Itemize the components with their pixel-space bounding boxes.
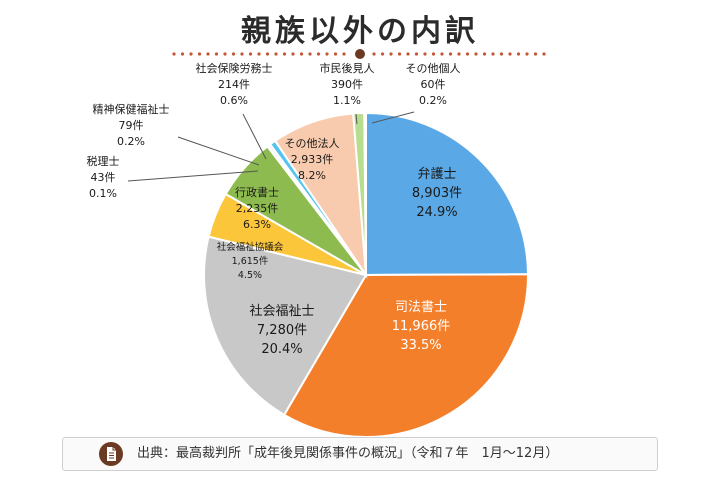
leader-line	[371, 111, 415, 124]
divider-dot	[325, 52, 329, 56]
slice-label: 社会福祉士 7,280件 20.4%	[249, 303, 314, 357]
divider-dot	[206, 52, 210, 56]
divider-dot	[197, 52, 202, 56]
divider-dot	[380, 52, 385, 56]
divider-dot	[525, 52, 529, 56]
divider-dot	[516, 52, 521, 56]
divider-dot	[482, 52, 487, 56]
divider-center-dot	[355, 49, 365, 59]
slice-label: 司法書士 11,966件 33.5%	[392, 300, 451, 353]
divider-dot	[448, 52, 453, 56]
divider-dot	[440, 52, 444, 56]
pie-slice	[365, 111, 530, 277]
divider-dot	[316, 52, 321, 56]
divider-dot	[474, 52, 478, 56]
divider-dot	[214, 52, 219, 56]
pie-slice	[203, 235, 368, 417]
divider-dot	[491, 52, 495, 56]
divider-dot	[423, 52, 427, 56]
divider-dot	[499, 52, 504, 56]
divider-dot	[282, 52, 287, 56]
divider-dot	[542, 52, 546, 56]
leader-line	[127, 170, 259, 182]
divider-dot	[189, 52, 193, 56]
document-icon	[99, 442, 123, 466]
leader-line	[355, 113, 358, 125]
divider-dot	[397, 52, 402, 56]
divider-dot	[431, 52, 436, 56]
divider-dot	[533, 52, 538, 56]
divider-dot	[389, 52, 393, 56]
divider-dot	[180, 52, 185, 56]
divider-dot	[291, 52, 295, 56]
divider-dot	[231, 52, 236, 56]
divider-dot	[414, 52, 419, 56]
source-text: 出典：最高裁判所「成年後見関係事件の概況」（令和７年 1月～12月）	[137, 446, 559, 461]
divider-dot	[223, 52, 227, 56]
source-box: 出典：最高裁判所「成年後見関係事件の概況」（令和７年 1月～12月）	[62, 437, 658, 471]
title-divider	[172, 49, 546, 59]
divider-dot	[457, 52, 461, 56]
slice-label: その他個人 60件 0.2%	[406, 62, 461, 107]
divider-dot	[257, 52, 261, 56]
slice-label: 社会福祉協議会 1,615件 4.5%	[217, 241, 284, 281]
slice-label: 税理士 43件 0.1%	[87, 154, 120, 200]
divider-dot	[333, 52, 338, 56]
divider-dot	[465, 52, 470, 56]
divider-dot	[274, 52, 278, 56]
divider-dot	[342, 52, 346, 56]
divider-dot	[508, 52, 512, 56]
leader-line	[177, 136, 260, 166]
divider-dot	[406, 52, 410, 56]
slice-label: 弁護士 8,903件 24.9%	[412, 166, 462, 220]
divider-dot	[299, 52, 304, 56]
divider-dot	[308, 52, 312, 56]
slice-label: 社会保険労務士 214件 0.6%	[196, 61, 273, 107]
slice-label: 市民後見人 390件 1.1%	[320, 61, 375, 107]
slice-label: 精神保健福祉士 79件 0.2%	[93, 102, 170, 148]
pie-slice	[363, 111, 367, 276]
slice-label: 行政書士 2,235件 6.3%	[235, 185, 279, 231]
divider-dot	[248, 52, 253, 56]
divider-dot	[372, 52, 376, 56]
divider-dot	[172, 52, 176, 56]
slice-label: その他法人 2,933件 8.2%	[285, 136, 340, 182]
leader-line	[242, 113, 267, 160]
pie-slice	[282, 273, 529, 438]
divider-dot	[265, 52, 270, 56]
chart-title: 親族以外の内訳	[241, 14, 479, 49]
divider-dot	[240, 52, 244, 56]
